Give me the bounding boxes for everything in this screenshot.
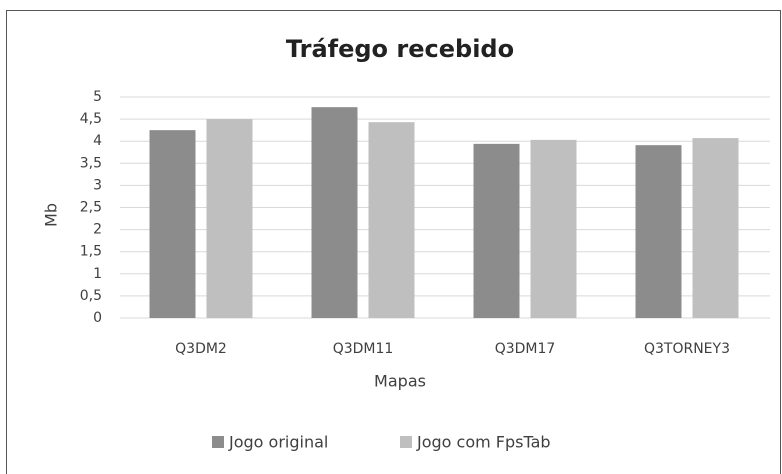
y-axis-label: Mb bbox=[42, 203, 61, 227]
x-tick-label: Q3DM11 bbox=[333, 341, 394, 357]
chart-title: Tráfego recebido bbox=[286, 35, 514, 63]
bar bbox=[530, 139, 577, 318]
y-tick-label: 4,5 bbox=[80, 111, 102, 127]
bar bbox=[473, 143, 520, 318]
y-tick-label: 5 bbox=[93, 89, 102, 105]
y-tick-label: 0 bbox=[93, 310, 102, 326]
x-tick-label: Q3DM2 bbox=[175, 341, 227, 357]
bar bbox=[635, 145, 682, 318]
y-tick-label: 3,5 bbox=[80, 155, 102, 171]
y-tick-label: 2 bbox=[93, 222, 102, 238]
y-tick-label: 2,5 bbox=[80, 200, 102, 216]
y-tick-label: 4 bbox=[93, 133, 102, 149]
x-axis-label: Mapas bbox=[374, 372, 426, 391]
legend-label: Jogo com FpsTab bbox=[416, 433, 551, 452]
bar bbox=[368, 122, 415, 318]
x-tick-label: Q3TORNEY3 bbox=[644, 341, 730, 357]
bar bbox=[149, 130, 196, 318]
legend-swatch bbox=[212, 436, 224, 448]
y-tick-label: 1,5 bbox=[80, 244, 102, 260]
legend-swatch bbox=[400, 436, 412, 448]
bar bbox=[311, 107, 358, 318]
bar bbox=[692, 138, 739, 318]
y-tick-label: 3 bbox=[93, 177, 102, 193]
y-tick-label: 1 bbox=[93, 266, 102, 282]
legend-label: Jogo original bbox=[228, 433, 328, 452]
y-tick-label: 0,5 bbox=[80, 288, 102, 304]
x-tick-label: Q3DM17 bbox=[495, 341, 556, 357]
bar bbox=[206, 119, 253, 318]
